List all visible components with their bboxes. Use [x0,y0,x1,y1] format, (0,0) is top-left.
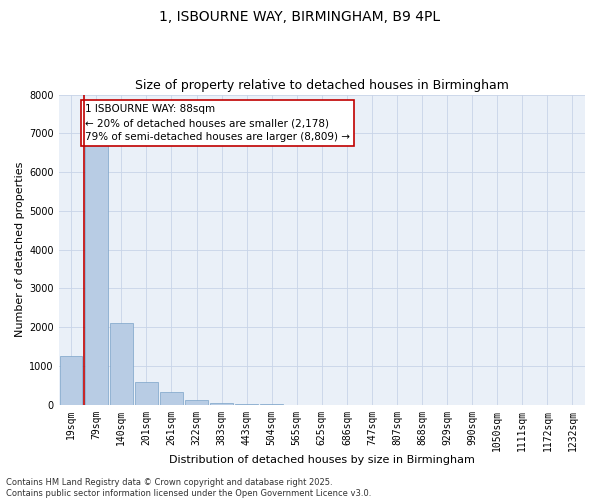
X-axis label: Distribution of detached houses by size in Birmingham: Distribution of detached houses by size … [169,455,475,465]
Y-axis label: Number of detached properties: Number of detached properties [15,162,25,338]
Bar [210,402,233,405]
Text: 1, ISBOURNE WAY, BIRMINGHAM, B9 4PL: 1, ISBOURNE WAY, BIRMINGHAM, B9 4PL [160,10,440,24]
Bar [60,356,82,405]
Bar [85,145,107,405]
Bar [235,404,258,405]
Bar [185,400,208,405]
Title: Size of property relative to detached houses in Birmingham: Size of property relative to detached ho… [135,79,509,92]
Bar [110,324,133,405]
Text: Contains HM Land Registry data © Crown copyright and database right 2025.
Contai: Contains HM Land Registry data © Crown c… [6,478,371,498]
Text: 1 ISBOURNE WAY: 88sqm
← 20% of detached houses are smaller (2,178)
79% of semi-d: 1 ISBOURNE WAY: 88sqm ← 20% of detached … [85,104,350,142]
Bar [135,382,158,405]
Bar [160,392,183,405]
